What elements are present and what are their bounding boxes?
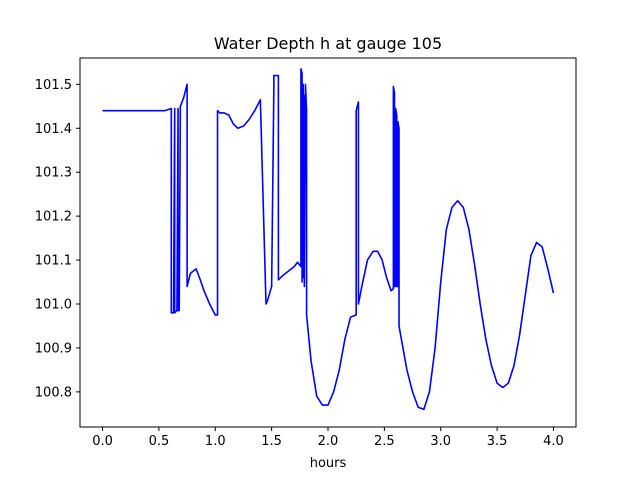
- y-tick-label: 101.4: [35, 122, 72, 137]
- x-tick-label: 3.0: [430, 434, 451, 449]
- y-tick-label: 100.9: [35, 341, 72, 356]
- x-tick-label: 1.0: [205, 434, 226, 449]
- series-layer: [102, 68, 555, 411]
- y-axis-ticks: 100.8 100.9 101.0 101.1 101.2 101.3 101.4 101.5: [35, 78, 80, 400]
- x-tick-label: 0.5: [149, 434, 170, 449]
- y-tick-label: 100.8: [35, 385, 72, 400]
- plot-area-frame: [79, 57, 577, 428]
- x-tick-label: 2.0: [318, 434, 339, 449]
- y-tick-label: 101.0: [35, 298, 72, 313]
- x-tick-label: 0.0: [92, 434, 113, 449]
- x-tick-label: 4.0: [543, 434, 564, 449]
- y-tick-label: 101.1: [35, 254, 72, 269]
- chart-title: Water Depth h at gauge 105: [214, 34, 442, 53]
- x-axis-label: hours: [310, 456, 347, 471]
- series-line-0: [102, 68, 555, 411]
- y-tick-label: 101.3: [35, 166, 72, 181]
- x-tick-label: 1.5: [261, 434, 282, 449]
- x-axis-ticks: 0.0 0.5 1.0 1.5 2.0 2.5 3.0 3.5 4.0: [92, 427, 564, 449]
- x-tick-label: 3.5: [487, 434, 508, 449]
- y-tick-label: 101.2: [35, 210, 72, 225]
- y-tick-label: 101.5: [35, 78, 72, 93]
- x-tick-label: 2.5: [374, 434, 395, 449]
